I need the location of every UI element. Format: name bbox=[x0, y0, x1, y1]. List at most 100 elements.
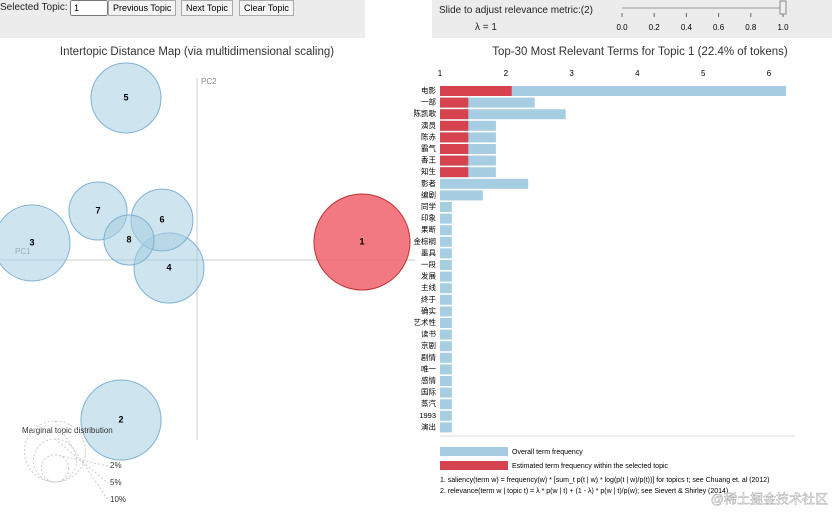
term-label: 主线 bbox=[421, 282, 436, 292]
bar bbox=[440, 294, 452, 305]
bar bbox=[440, 120, 469, 131]
term-label: 1993 bbox=[419, 411, 436, 420]
x-tick-label: 6 bbox=[767, 69, 772, 78]
prev-button[interactable]: Previous Topic bbox=[108, 0, 177, 16]
topic-label: 2 bbox=[118, 414, 123, 424]
bar bbox=[440, 387, 452, 398]
bar bbox=[440, 97, 535, 108]
bar bbox=[440, 422, 452, 433]
slider-panel bbox=[432, 0, 832, 38]
topic-label: 4 bbox=[166, 262, 171, 272]
next-button[interactable]: Next Topic bbox=[181, 0, 233, 16]
bar bbox=[440, 260, 452, 270]
slider-tick-label: 0.4 bbox=[681, 23, 693, 32]
legend-label: Estimated term frequency within the sele… bbox=[512, 463, 669, 470]
bar bbox=[440, 399, 452, 410]
topic-circle[interactable] bbox=[80, 379, 162, 461]
lambda-label: λ = 1 bbox=[475, 22, 497, 33]
y-axis-label: PC2 bbox=[201, 77, 217, 86]
term-label: 香王 bbox=[421, 155, 436, 165]
bar bbox=[440, 283, 452, 294]
bar bbox=[440, 364, 452, 375]
chart-title: Intertopic Distance Map (via multidimens… bbox=[60, 46, 334, 58]
term-label: 电影 bbox=[421, 85, 436, 95]
term-label: 确实 bbox=[421, 305, 436, 315]
topic-label: 5 bbox=[123, 92, 128, 102]
selected-label: Selected Topic: bbox=[0, 2, 68, 13]
x-tick-label: 5 bbox=[701, 69, 706, 78]
bar bbox=[440, 341, 452, 352]
bar bbox=[440, 86, 787, 96]
term-label: 发展 bbox=[421, 271, 436, 281]
term-label: 艺术性 bbox=[414, 317, 437, 327]
term-label: 陈凯歌 bbox=[414, 108, 437, 118]
bar bbox=[440, 318, 452, 328]
bar bbox=[440, 97, 469, 108]
marginal-label: 2% bbox=[110, 461, 122, 470]
term-label: 国际 bbox=[421, 388, 436, 397]
bar bbox=[440, 329, 452, 340]
bar bbox=[440, 213, 452, 224]
marginal-circle bbox=[24, 420, 86, 483]
x-tick-label: 2 bbox=[504, 69, 509, 78]
term-label: 墨具 bbox=[421, 248, 436, 257]
x-tick-label: 3 bbox=[569, 69, 574, 78]
x-tick-label: 1 bbox=[438, 69, 443, 78]
x-tick-label: 4 bbox=[635, 69, 640, 78]
bar bbox=[440, 155, 469, 166]
term-label: 剧情 bbox=[421, 352, 436, 362]
bar bbox=[440, 410, 452, 421]
topic-circle[interactable] bbox=[90, 62, 162, 134]
slider-tick-label: 0.6 bbox=[713, 23, 725, 32]
slider-tick-label: 0.0 bbox=[616, 23, 628, 32]
topic-label: 6 bbox=[159, 214, 164, 224]
term-label: 金棕榈 bbox=[414, 236, 437, 246]
term-label: 陈赤 bbox=[421, 131, 436, 141]
term-label: 读书 bbox=[421, 329, 436, 339]
slider-tick-label: 0.8 bbox=[745, 23, 757, 32]
bar bbox=[440, 109, 566, 120]
marginal-label: 5% bbox=[110, 478, 122, 487]
topic-circle[interactable] bbox=[103, 214, 155, 266]
footnote: 2. relevance(term w | topic t) = λ * p(w… bbox=[440, 488, 728, 495]
term-label: 演员 bbox=[421, 120, 436, 130]
marginal-title: Marginal topic distribution bbox=[22, 426, 113, 435]
slider-handle[interactable] bbox=[779, 0, 787, 15]
topic-input[interactable] bbox=[70, 0, 108, 16]
bar bbox=[440, 376, 452, 386]
topic-label: 1 bbox=[359, 236, 364, 246]
term-label: 蒸汽 bbox=[421, 398, 436, 408]
bar bbox=[440, 86, 512, 96]
topic-label: 8 bbox=[126, 234, 131, 244]
watermark: @稀土掘金技术社区 bbox=[711, 491, 828, 506]
clear-button[interactable]: Clear Topic bbox=[239, 0, 294, 16]
term-label: 京剧 bbox=[421, 340, 436, 350]
bar bbox=[440, 167, 469, 178]
bar bbox=[440, 202, 452, 212]
term-label: 编剧 bbox=[421, 189, 436, 199]
bar bbox=[440, 248, 452, 259]
term-label: 终于 bbox=[421, 294, 436, 304]
bar bbox=[440, 132, 469, 143]
topic-label: 7 bbox=[95, 205, 100, 215]
marginal-leader bbox=[54, 438, 109, 484]
term-label: 感情 bbox=[421, 375, 436, 385]
term-label: 印象 bbox=[421, 213, 436, 223]
term-label: 唯一 bbox=[421, 363, 436, 373]
legend-swatch bbox=[440, 447, 508, 456]
term-label: 同学 bbox=[421, 201, 436, 211]
marginal-circle bbox=[32, 438, 78, 483]
chart-title: Top-30 Most Relevant Terms for Topic 1 (… bbox=[492, 46, 788, 58]
bar bbox=[440, 306, 452, 317]
bar bbox=[440, 352, 452, 363]
legend-swatch bbox=[440, 461, 508, 470]
marginal-label: 10% bbox=[110, 495, 126, 504]
term-label: 知生 bbox=[421, 166, 436, 176]
topic-circle[interactable] bbox=[313, 193, 411, 291]
term-label: 演出 bbox=[421, 421, 436, 431]
slider-tick-label: 0.2 bbox=[649, 23, 661, 32]
topic-circle[interactable] bbox=[0, 204, 71, 282]
bar bbox=[440, 178, 529, 189]
